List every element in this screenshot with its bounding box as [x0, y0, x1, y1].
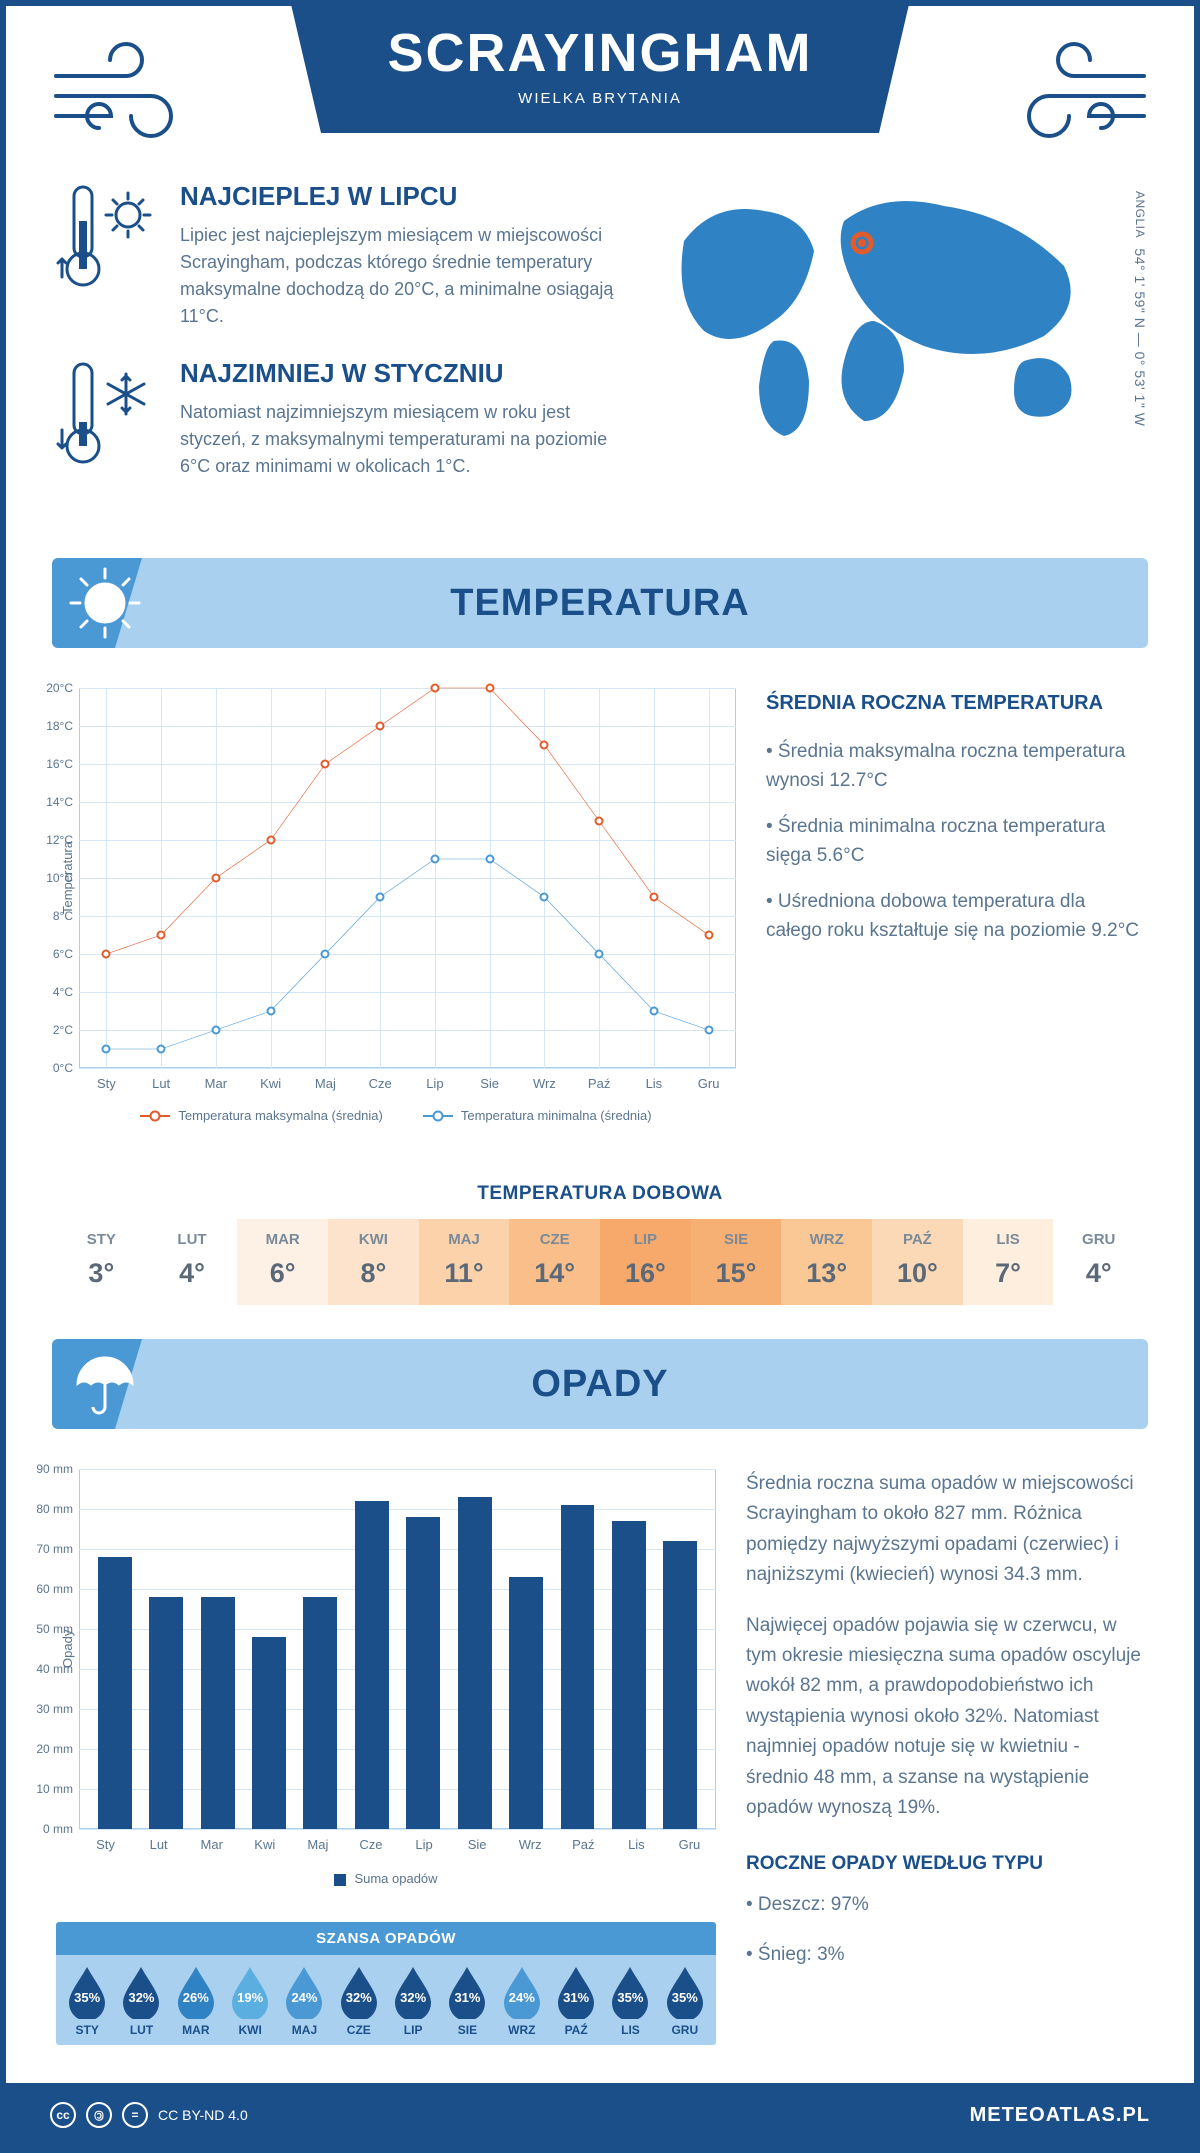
- raindrop-icon: 24%: [281, 1965, 327, 2019]
- chance-cell: 32%LUT: [114, 1965, 168, 2037]
- country-subtitle: WIELKA BRYTANIA: [310, 90, 890, 107]
- daily-cell: GRU4°: [1053, 1219, 1144, 1305]
- daily-cell: WRZ13°: [781, 1219, 872, 1305]
- daily-cell: STY3°: [56, 1219, 147, 1305]
- raindrop-icon: 35%: [64, 1965, 110, 2019]
- warmest-block: NAJCIEPLEJ W LIPCU Lipiec jest najcieple…: [56, 181, 644, 330]
- chance-cell: 31%PAŹ: [549, 1965, 603, 2037]
- world-map-icon: [664, 181, 1144, 446]
- intro-section: NAJCIEPLEJ W LIPCU Lipiec jest najcieple…: [6, 161, 1194, 538]
- precip-legend: Suma opadów: [56, 1871, 716, 1886]
- avg-temp-b1: • Średnia maksymalna roczna temperatura …: [766, 737, 1144, 796]
- chance-cell: 35%STY: [60, 1965, 114, 2037]
- chance-cell: 35%LIS: [603, 1965, 657, 2037]
- cc-icon: cc: [50, 2102, 76, 2128]
- chance-cell: 31%SIE: [440, 1965, 494, 2037]
- daily-cell: MAR6°: [237, 1219, 328, 1305]
- daily-cell: CZE14°: [509, 1219, 600, 1305]
- coldest-block: NAJZIMNIEJ W STYCZNIU Natomiast najzimni…: [56, 358, 644, 480]
- title-banner: SCRAYINGHAM WIELKA BRYTANIA: [290, 0, 910, 133]
- legend-item: Temperatura maksymalna (średnia): [140, 1108, 382, 1123]
- daily-cell: KWI8°: [328, 1219, 419, 1305]
- chance-cell: 26%MAR: [169, 1965, 223, 2037]
- raindrop-icon: 32%: [390, 1965, 436, 2019]
- coldest-title: NAJZIMNIEJ W STYCZNIU: [180, 358, 640, 389]
- wind-icon: [46, 36, 196, 151]
- raindrop-icon: 19%: [227, 1965, 273, 2019]
- raindrop-icon: 32%: [118, 1965, 164, 2019]
- raindrop-icon: 32%: [336, 1965, 382, 2019]
- chance-cell: 19%KWI: [223, 1965, 277, 2037]
- temp-legend: Temperatura maksymalna (średnia) Temperat…: [56, 1108, 736, 1123]
- chance-cell: 24%MAJ: [277, 1965, 331, 2037]
- daily-temp-title: TEMPERATURA DOBOWA: [6, 1183, 1194, 1205]
- precip-banner: OPADY: [52, 1339, 1148, 1429]
- precip-title: OPADY: [531, 1363, 668, 1406]
- umbrella-icon: [68, 1347, 142, 1426]
- daily-temp-strip: STY3°LUT4°MAR6°KWI8°MAJ11°CZE14°LIP16°SI…: [56, 1219, 1144, 1305]
- daily-cell: PAŹ10°: [872, 1219, 963, 1305]
- daily-cell: MAJ11°: [419, 1219, 510, 1305]
- warmest-title: NAJCIEPLEJ W LIPCU: [180, 181, 640, 212]
- header: SCRAYINGHAM WIELKA BRYTANIA: [6, 6, 1194, 161]
- city-title: SCRAYINGHAM: [310, 22, 890, 84]
- precip-p1: Średnia roczna suma opadów w miejscowośc…: [746, 1469, 1144, 1591]
- chance-cell: 35%GRU: [658, 1965, 712, 2037]
- site-name: METEOATLAS.PL: [970, 2104, 1150, 2127]
- sun-icon: [68, 566, 142, 645]
- by-type-snow: • Śnieg: 3%: [746, 1940, 1144, 1970]
- chance-cell: 32%CZE: [332, 1965, 386, 2037]
- raindrop-icon: 35%: [607, 1965, 653, 2019]
- daily-cell: LUT4°: [147, 1219, 238, 1305]
- precip-p2: Najwięcej opadów pojawia się w czerwcu, …: [746, 1611, 1144, 1824]
- avg-temp-title: ŚREDNIA ROCZNA TEMPERATURA: [766, 688, 1144, 719]
- precip-bar-chart: Opady 0 mm10 mm20 mm30 mm40 mm50 mm60 mm…: [56, 1469, 716, 1886]
- temperature-title: TEMPERATURA: [450, 582, 750, 625]
- wind-icon: [1004, 36, 1154, 151]
- by-icon: 🄯: [86, 2102, 112, 2128]
- license-text: CC BY-ND 4.0: [158, 2107, 248, 2123]
- avg-temp-b3: • Uśredniona dobowa temperatura dla całe…: [766, 887, 1144, 946]
- temperature-banner: TEMPERATURA: [52, 558, 1148, 648]
- raindrop-icon: 26%: [173, 1965, 219, 2019]
- by-type-rain: • Deszcz: 97%: [746, 1890, 1144, 1920]
- thermometer-snow-icon: [56, 358, 156, 480]
- chance-cell: 24%WRZ: [495, 1965, 549, 2037]
- by-type-title: ROCZNE OPADY WEDŁUG TYPU: [746, 1849, 1144, 1879]
- thermometer-sun-icon: [56, 181, 156, 330]
- raindrop-icon: 31%: [553, 1965, 599, 2019]
- daily-cell: SIE15°: [691, 1219, 782, 1305]
- raindrop-icon: 35%: [662, 1965, 708, 2019]
- nd-icon: =: [122, 2102, 148, 2128]
- region-label: ANGLIA: [1133, 191, 1147, 238]
- daily-cell: LIS7°: [963, 1219, 1054, 1305]
- avg-temp-panel: ŚREDNIA ROCZNA TEMPERATURA • Średnia mak…: [766, 688, 1144, 1123]
- coldest-text: Natomiast najzimniejszym miesiącem w rok…: [180, 399, 640, 480]
- warmest-text: Lipiec jest najcieplejszym miesiącem w m…: [180, 222, 640, 330]
- coordinates: ANGLIA 54° 1' 59" N — 0° 53' 1" W: [1132, 191, 1148, 426]
- daily-cell: LIP16°: [600, 1219, 691, 1305]
- chance-box: SZANSA OPADÓW 35%STY32%LUT26%MAR19%KWI24…: [56, 1914, 716, 2053]
- raindrop-icon: 24%: [499, 1965, 545, 2019]
- lat-label: 54° 1' 59" N: [1132, 248, 1148, 328]
- lon-label: 0° 53' 1" W: [1132, 352, 1148, 427]
- legend-item: Temperatura minimalna (średnia): [423, 1108, 652, 1123]
- footer: cc 🄯 = CC BY-ND 4.0 METEOATLAS.PL: [6, 2083, 1194, 2147]
- temperature-line-chart: Temperatura 0°C2°C4°C6°C8°C10°C12°C14°C1…: [56, 688, 736, 1123]
- raindrop-icon: 31%: [444, 1965, 490, 2019]
- chance-title: SZANSA OPADÓW: [56, 1922, 716, 1955]
- avg-temp-b2: • Średnia minimalna roczna temperatura s…: [766, 812, 1144, 871]
- precip-ylabel: Opady: [56, 1469, 79, 1829]
- chance-cell: 32%LIP: [386, 1965, 440, 2037]
